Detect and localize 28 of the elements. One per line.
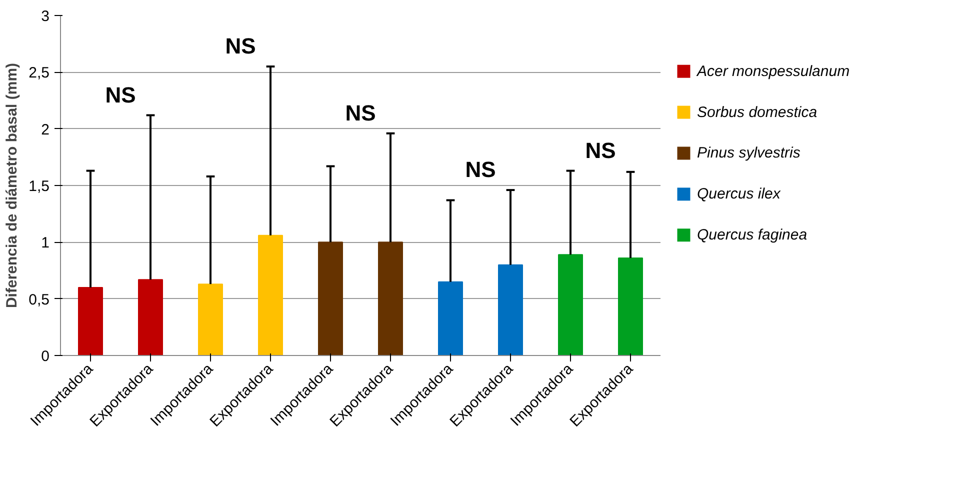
- legend-label: Acer monspessulanum: [696, 62, 850, 80]
- bar: [618, 258, 643, 356]
- annotation: NS: [585, 138, 616, 163]
- bar: [138, 279, 163, 356]
- y-tick-label: 2,5: [28, 64, 50, 82]
- legend-label: Pinus sylvestris: [697, 144, 801, 162]
- y-tick-label: 0,5: [28, 291, 50, 308]
- y-tick-label: 1,5: [28, 178, 50, 195]
- legend-label: Sorbus domestica: [697, 104, 818, 121]
- bar: [558, 254, 583, 356]
- legend-label: Quercus ilex: [697, 186, 781, 203]
- bar: [498, 264, 523, 356]
- bar: [378, 242, 403, 356]
- annotation: NS: [225, 34, 256, 59]
- y-tick-label: 2: [41, 121, 50, 138]
- annotation: NS: [345, 100, 376, 126]
- y-axis-title: Diferencia de diámetro basal (mm): [4, 62, 21, 308]
- annotation: NS: [105, 82, 136, 108]
- bar: [318, 242, 343, 356]
- annotation: NS: [465, 157, 496, 182]
- legend-label: Quercus faginea: [697, 226, 808, 244]
- bar: [198, 284, 223, 356]
- y-tick-label: 1: [41, 234, 50, 252]
- y-tick-label: 3: [41, 8, 50, 25]
- bar: [78, 287, 103, 356]
- y-tick-label: 0: [41, 348, 50, 365]
- bar: [438, 281, 463, 356]
- bar: [258, 234, 283, 356]
